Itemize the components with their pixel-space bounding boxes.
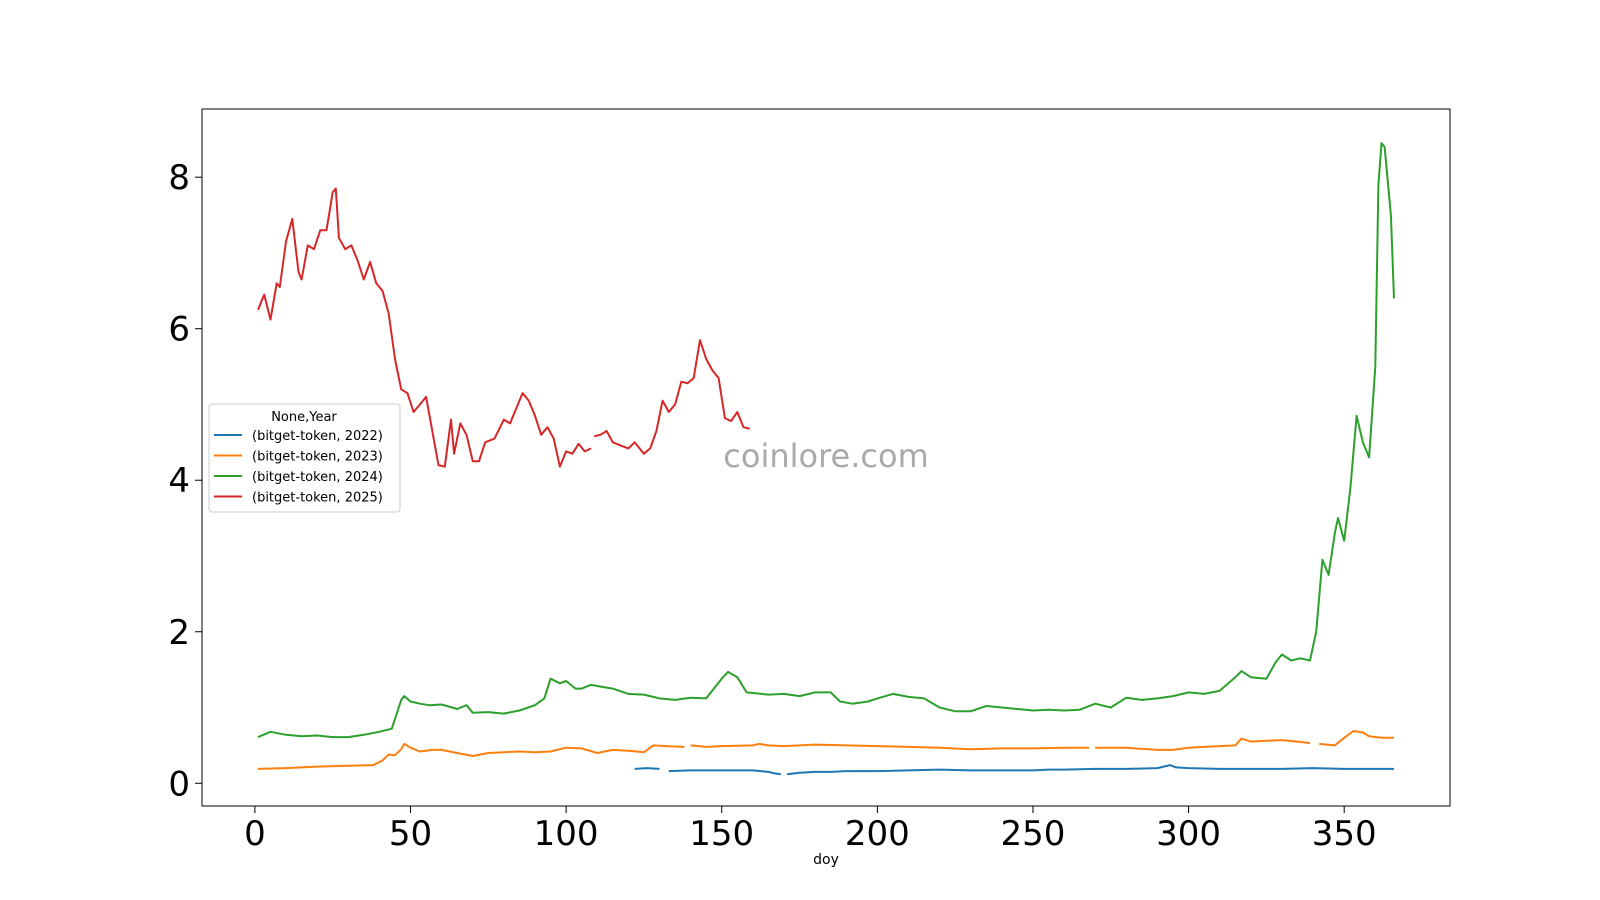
legend-entry-label: (bitget-token, 2024): [252, 470, 383, 485]
series-4: [257, 187, 751, 468]
y-tick-label: 2: [168, 613, 190, 653]
x-tick-label: 50: [389, 814, 432, 854]
y-tick-label: 6: [168, 310, 190, 350]
legend-entry-label: (bitget-token, 2023): [252, 450, 383, 465]
y-tick-label: 8: [168, 158, 190, 198]
x-tick-label: 250: [1001, 814, 1066, 854]
legend-entries: (bitget-token, 2022) (bitget-token, 2023)…: [214, 429, 383, 506]
series-2-line-segment-4: [1319, 730, 1394, 747]
series-2-line-segment-3: [1095, 737, 1311, 751]
series-1-line-segment-3: [786, 764, 1394, 776]
x-tick-label: 100: [534, 814, 599, 854]
series-1-line-segment-2: [668, 769, 782, 776]
legend-entry-label: (bitget-token, 2022): [252, 429, 383, 444]
axes-layer: 0 50 100 150 200 250 300 350 0 2 4 6 8: [168, 108, 1451, 854]
series-3-line-segment-1: [257, 142, 1395, 739]
series-1: [634, 764, 1394, 776]
x-tick-label: 350: [1312, 814, 1377, 854]
x-tick-label: 150: [689, 814, 754, 854]
series-3: [257, 142, 1395, 739]
watermark: coinlore.com: [723, 437, 928, 475]
y-tick-label: 4: [168, 461, 190, 501]
legend[interactable]: None,Year (bitget-token, 2022)(bitget-to…: [208, 403, 401, 513]
series-2: [257, 730, 1394, 770]
x-axis-label: doy: [813, 852, 839, 868]
series-layer: [257, 142, 1395, 776]
series-1-line-segment-1: [634, 767, 660, 770]
legend-title: None,Year: [271, 410, 337, 425]
x-tick-label: 300: [1156, 814, 1221, 854]
y-tick-label: 0: [168, 764, 190, 804]
series-2-line-segment-2: [690, 742, 1089, 751]
series-2-line-segment-1: [257, 742, 685, 770]
plot-frame: [201, 108, 1451, 807]
legend-box: [208, 403, 401, 513]
series-4-line-segment-2: [593, 339, 751, 455]
x-tick-label: 200: [845, 814, 910, 854]
legend-entry-label: (bitget-token, 2025): [252, 491, 383, 506]
series-4-line-segment-1: [257, 187, 592, 468]
x-tick-label: 0: [244, 814, 266, 854]
